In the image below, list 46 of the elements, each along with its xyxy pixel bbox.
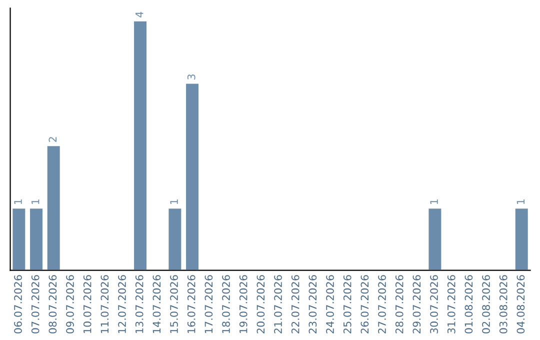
bar — [28, 207, 44, 270]
data-label: 4 — [136, 12, 144, 18]
x-tick-label: 19.07.2026 — [239, 275, 248, 333]
bar — [427, 207, 443, 270]
x-tick-label: 21.07.2026 — [274, 275, 282, 334]
x-tick-label: 01.08.2026 — [464, 275, 473, 334]
x-tick-label: 23.07.2026 — [308, 275, 317, 334]
x-tick-label: 30.07.2026 — [430, 275, 438, 334]
x-tick-label: 22.07.2026 — [291, 275, 300, 334]
x-tick-label: 27.07.2026 — [378, 275, 386, 334]
x-tick-label: 11.07.2026 — [100, 275, 109, 333]
data-label: 3 — [187, 74, 196, 80]
data-label: 1 — [516, 199, 524, 204]
data-label: 1 — [430, 199, 438, 204]
x-tick-label: 06.07.2026 — [14, 275, 22, 334]
x-tick-label: 07.07.2026 — [31, 275, 40, 334]
bar — [184, 82, 200, 270]
x-tick-label: 13.07.2026 — [135, 275, 144, 333]
x-tick-label: 20.07.2026 — [256, 275, 265, 334]
x-tick-label: 29.07.2026 — [412, 275, 421, 334]
x-tick-label: 14.07.2026 — [152, 275, 161, 333]
bar — [514, 207, 530, 270]
x-tick-label: 18.07.2026 — [222, 275, 230, 333]
bar — [46, 144, 62, 270]
x-tick-label: 04.08.2026 — [516, 275, 525, 334]
x-tick-label: 25.07.2026 — [343, 275, 352, 334]
data-label: 1 — [14, 199, 22, 204]
x-tick-label: 09.07.2026 — [66, 275, 74, 334]
x-tick-label: 24.07.2026 — [326, 275, 334, 334]
x-tick-label: 28.07.2026 — [395, 275, 404, 334]
x-tick-label: 15.07.2026 — [170, 275, 178, 333]
x-tick-label: 16.07.2026 — [187, 275, 196, 333]
data-label: 1 — [32, 199, 40, 204]
x-tick-label: 26.07.2026 — [360, 275, 369, 334]
data-label: 2 — [48, 137, 56, 142]
x-tick-label: 31.07.2026 — [447, 275, 456, 334]
x-tick-label: 12.07.2026 — [118, 275, 126, 333]
x-tick-label: 03.08.2026 — [499, 275, 508, 334]
bar — [167, 207, 183, 270]
x-tick-label: 08.07.2026 — [48, 275, 57, 334]
data-label: 1 — [170, 199, 178, 204]
x-tick-label: 10.07.2026 — [83, 275, 92, 333]
bar — [11, 207, 27, 270]
bar — [132, 20, 148, 270]
x-tick-label: 02.08.2026 — [482, 275, 490, 334]
x-tick-label: 17.07.2026 — [204, 275, 213, 333]
